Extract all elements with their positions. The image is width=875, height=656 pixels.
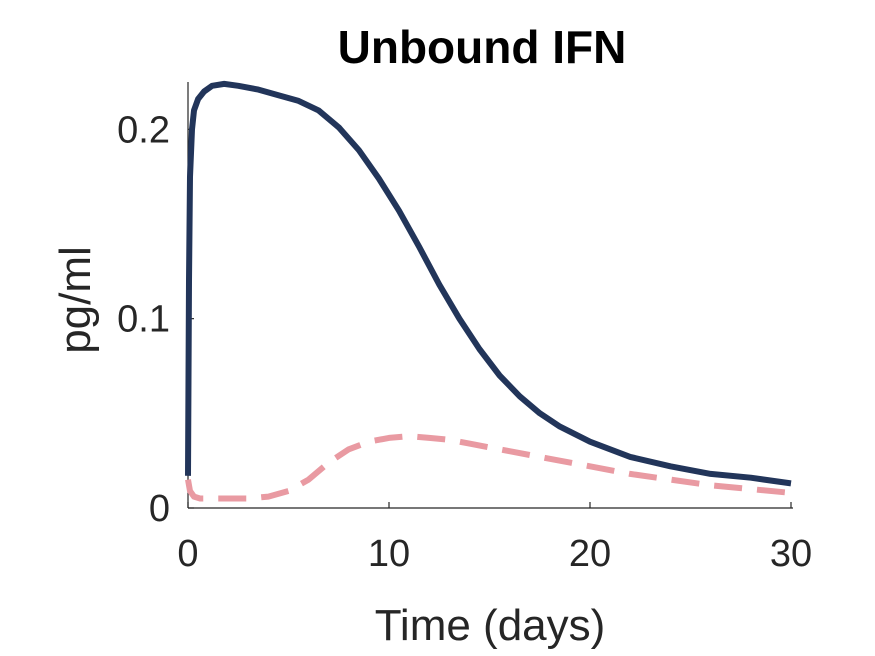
- chart-title: Unbound IFN: [338, 21, 627, 73]
- x-tick-label: 0: [177, 533, 198, 575]
- x-tick-label: 30: [770, 533, 812, 575]
- x-axis-title: Time (days): [375, 601, 606, 650]
- y-tick-label: 0.2: [117, 109, 170, 151]
- series-group: [185, 80, 792, 502]
- x-tick-label: 10: [368, 533, 410, 575]
- x-ticks: 0 10 20 30: [177, 502, 812, 575]
- y-ticks: 0 0.1 0.2: [117, 109, 194, 530]
- y-tick-label: 0.1: [117, 299, 170, 341]
- axes: [187, 82, 793, 509]
- series-line-1: [185, 80, 792, 487]
- series-line-2: [185, 433, 792, 502]
- y-axis-title: pg/ml: [51, 246, 100, 354]
- x-tick-label: 20: [569, 533, 611, 575]
- y-tick-label: 0: [149, 488, 170, 530]
